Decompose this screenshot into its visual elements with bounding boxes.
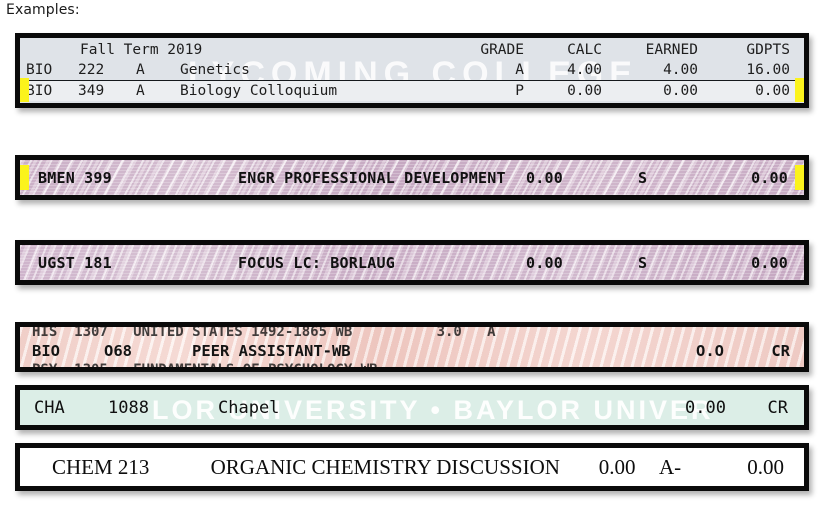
page-title: Examples: <box>6 2 80 18</box>
cell-number: 349 <box>78 83 105 99</box>
transcript-paper: CHEM 213 ORGANIC CHEMISTRY DISCUSSION 0.… <box>20 448 804 486</box>
term-label: Fall Term 2019 <box>80 42 203 58</box>
table-row: BMEN 399 ENGR PROFESSIONAL DEVELOPMENT 0… <box>20 160 804 195</box>
cell-title: Chapel <box>218 397 280 418</box>
highlight-marker-right <box>795 78 804 102</box>
column-header-earned: EARNED <box>645 42 698 58</box>
cell-gdpts: 16.00 <box>746 62 790 78</box>
cell-points: 0.00 <box>747 454 784 479</box>
cell-title: Biology Colloquium <box>180 83 338 99</box>
table-row: BIO 222 A Genetics A 4.00 4.00 16.00 <box>20 60 804 81</box>
table-row: CHA 1088 Chapel 0.00 CR <box>20 390 804 425</box>
cell-title: Genetics <box>180 62 250 78</box>
cell-number: O68 <box>104 342 132 360</box>
cell-title: ORGANIC CHEMISTRY DISCUSSION <box>210 454 560 479</box>
transcript-rows: HIS 1307 UNITED STATES 1492-1865 WB 3.0 … <box>20 327 804 367</box>
highlight-marker-left <box>20 78 29 102</box>
security-pattern <box>20 245 804 280</box>
transcript-rows: CHEM 213 ORGANIC CHEMISTRY DISCUSSION 0.… <box>20 448 804 486</box>
column-header-gdpts: GDPTS <box>746 42 790 58</box>
cell-gdpts: 0.00 <box>755 83 790 99</box>
column-header-calc: CALC <box>567 42 602 58</box>
clipped-row-below: PSY 1305 FUNDAMENTALS OF PSYCHOLOGY WB <box>20 362 804 367</box>
example-card-bio068: HIS 1307 UNITED STATES 1492-1865 WB 3.0 … <box>15 322 809 372</box>
transcript-rows: UGST 181 FOCUS LC: BORLAUG 0.00 S 0.00 <box>20 245 804 280</box>
example-card-chapel: LOR UNIVERSITY • BAYLOR UNIVER CHA 1088 … <box>15 385 809 430</box>
highlight-marker-left <box>20 165 29 190</box>
cell-subject: BIO <box>26 62 53 78</box>
transcript-paper: BMEN 399 ENGR PROFESSIONAL DEVELOPMENT 0… <box>20 160 804 195</box>
cell-subject: BIO <box>26 83 53 99</box>
cell-calc: 4.00 <box>567 62 602 78</box>
cell-grade: S <box>638 253 648 272</box>
cell-title: FOCUS LC: BORLAUG <box>238 253 395 272</box>
transcript-rows: CHA 1088 Chapel 0.00 CR <box>20 390 804 425</box>
table-row: BIO 349 A Biology Colloquium P 0.00 0.00… <box>20 81 804 101</box>
cell-grade: A <box>515 62 524 78</box>
table-row: BIO O68 PEER ASSISTANT-WB O.O CR <box>20 340 804 362</box>
transcript-paper: UGST 181 FOCUS LC: BORLAUG 0.00 S 0.00 <box>20 245 804 280</box>
cell-title: ENGR PROFESSIONAL DEVELOPMENT <box>238 168 506 187</box>
transcript-rows: BMEN 399 ENGR PROFESSIONAL DEVELOPMENT 0… <box>20 160 804 195</box>
cell-hours: 0.00 <box>598 454 636 479</box>
cell-earned: 4.00 <box>663 62 698 78</box>
security-pattern <box>20 160 804 195</box>
clipped-text-below: PSY 1305 FUNDAMENTALS OF PSYCHOLOGY WB <box>20 362 378 367</box>
term-header-row: Fall Term 2019 GRADE CALC EARNED GDPTS <box>20 40 804 60</box>
transcript-paper: LOR UNIVERSITY • BAYLOR UNIVER CHA 1088 … <box>20 390 804 425</box>
cell-subject: BIO <box>32 342 60 360</box>
cell-grade: CR <box>771 342 790 360</box>
table-row: UGST 181 FOCUS LC: BORLAUG 0.00 S 0.00 <box>20 245 804 280</box>
transcript-paper: HIS 1307 UNITED STATES 1492-1865 WB 3.0 … <box>20 327 804 367</box>
cell-title: PEER ASSISTANT-WB <box>192 342 351 360</box>
transcript-rows: Fall Term 2019 GRADE CALC EARNED GDPTS B… <box>20 38 804 103</box>
cell-grade: S <box>638 168 648 187</box>
cell-course: BMEN 399 <box>38 168 112 187</box>
cell-section: A <box>136 83 145 99</box>
cell-grade: CR <box>767 397 788 418</box>
cell-number: 1088 <box>108 397 149 418</box>
cell-points: 0.00 <box>751 168 788 187</box>
cell-hours: 0.00 <box>526 253 563 272</box>
cell-course: CHEM 213 <box>52 454 150 479</box>
column-header-grade: GRADE <box>480 42 524 58</box>
table-row: CHEM 213 ORGANIC CHEMISTRY DISCUSSION 0.… <box>20 448 804 486</box>
example-card-lycoming: LYCOMING COLLEGE Fall Term 2019 GRADE CA… <box>15 33 809 108</box>
transcript-paper: LYCOMING COLLEGE Fall Term 2019 GRADE CA… <box>20 38 804 103</box>
cell-calc: 0.00 <box>567 83 602 99</box>
cell-subject: CHA <box>34 397 65 418</box>
cell-hours: 0.00 <box>685 397 726 418</box>
cell-course: UGST 181 <box>38 253 112 272</box>
highlight-marker-right <box>795 165 804 190</box>
example-card-bmen: BMEN 399 ENGR PROFESSIONAL DEVELOPMENT 0… <box>15 155 809 200</box>
cell-number: 222 <box>78 62 105 78</box>
cell-points: 0.00 <box>751 253 788 272</box>
cell-hours: O.O <box>696 342 724 360</box>
clipped-text-above: HIS 1307 UNITED STATES 1492-1865 WB 3.0 … <box>32 327 496 340</box>
clipped-row-above: HIS 1307 UNITED STATES 1492-1865 WB 3.0 … <box>20 327 804 340</box>
cell-grade: P <box>515 83 524 99</box>
cell-earned: 0.00 <box>663 83 698 99</box>
cell-grade: A- <box>658 454 682 479</box>
cell-hours: 0.00 <box>526 168 563 187</box>
cell-section: A <box>136 62 145 78</box>
example-card-chem213: CHEM 213 ORGANIC CHEMISTRY DISCUSSION 0.… <box>15 443 809 491</box>
example-card-ugst: UGST 181 FOCUS LC: BORLAUG 0.00 S 0.00 <box>15 240 809 285</box>
